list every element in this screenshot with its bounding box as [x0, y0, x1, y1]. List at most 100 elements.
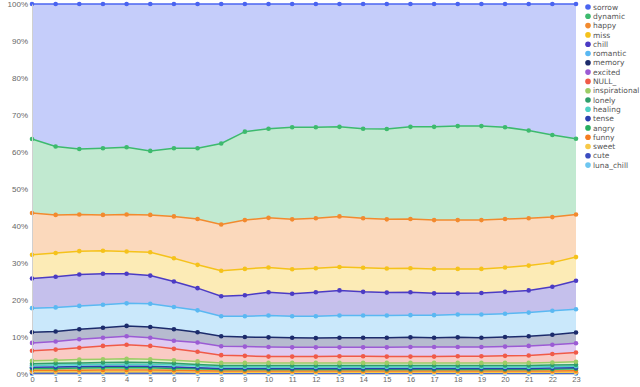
data-point: [361, 335, 366, 340]
data-point: [314, 266, 319, 271]
data-point: [337, 335, 342, 340]
data-point: [219, 268, 224, 273]
x-tick-label: 11: [289, 375, 297, 384]
data-point: [503, 344, 508, 349]
x-tick: 8: [220, 374, 224, 384]
data-point: [53, 144, 58, 149]
data-point: [172, 256, 177, 261]
y-tick: 100%: [8, 0, 32, 9]
data-point: [266, 313, 271, 318]
x-tick-label: 15: [383, 375, 391, 384]
x-tick: 9: [243, 374, 247, 384]
legend-swatch: [585, 69, 591, 75]
data-point: [219, 2, 224, 7]
y-tick: 30%: [12, 259, 32, 268]
data-point: [550, 2, 555, 7]
data-point: [479, 267, 484, 272]
x-tick: 22: [549, 374, 557, 384]
data-point: [172, 358, 177, 363]
data-point: [503, 125, 508, 130]
data-point: [124, 249, 129, 254]
data-point: [384, 290, 389, 295]
data-point: [101, 2, 106, 7]
legend-label: miss: [593, 31, 610, 40]
data-point: [314, 290, 319, 295]
data-point: [479, 124, 484, 129]
data-point: [574, 212, 579, 217]
legend-label: chill: [593, 40, 608, 49]
legend-swatch: [585, 23, 591, 29]
data-point: [53, 339, 58, 344]
data-point: [455, 2, 460, 7]
data-point: [101, 213, 106, 218]
legend-swatch: [585, 32, 591, 38]
data-point: [124, 212, 129, 217]
data-point: [574, 2, 579, 7]
data-point: [574, 350, 579, 355]
data-point: [195, 330, 200, 335]
data-point: [101, 357, 106, 362]
data-point: [479, 291, 484, 296]
data-point: [219, 294, 224, 299]
data-point: [408, 345, 413, 350]
data-point: [432, 218, 437, 223]
data-point: [455, 335, 460, 340]
x-tick: 13: [336, 374, 344, 384]
x-tick: 16: [407, 374, 415, 384]
data-point: [361, 126, 366, 131]
x-tick-label: 23: [572, 375, 580, 384]
data-point: [314, 2, 319, 7]
data-point: [337, 345, 342, 350]
y-tick-label: 50%: [12, 185, 28, 194]
x-tick-label: 19: [478, 375, 486, 384]
data-point: [455, 361, 460, 366]
x-tick-label: 18: [454, 375, 462, 384]
area-band: [32, 372, 576, 374]
x-tick: 15: [383, 374, 391, 384]
x-tick-label: 6: [172, 375, 176, 384]
data-point: [408, 2, 413, 7]
y-axis: 0%10%20%30%40%50%60%70%80%90%100%: [8, 0, 33, 379]
y-tick-label: 80%: [12, 74, 28, 83]
x-tick-label: 8: [220, 375, 224, 384]
data-point: [550, 308, 555, 313]
x-tick: 10: [265, 374, 273, 384]
plot-area: [30, 2, 579, 376]
legend-swatch: [585, 162, 591, 168]
data-point: [455, 267, 460, 272]
y-tick-label: 0%: [16, 370, 28, 379]
legend-swatch: [585, 144, 591, 150]
data-point: [314, 354, 319, 359]
y-tick-label: 90%: [12, 37, 28, 46]
y-tick-label: 30%: [12, 259, 28, 268]
legend-item: sweet: [585, 142, 615, 151]
x-tick-label: 1: [54, 375, 58, 384]
data-point: [455, 345, 460, 350]
data-point: [479, 345, 484, 350]
data-point: [219, 361, 224, 366]
data-point: [361, 313, 366, 318]
chart-container: 0%10%20%30%40%50%60%70%80%90%100%0123456…: [0, 0, 640, 387]
data-point: [384, 361, 389, 366]
x-tick: 20: [501, 374, 509, 384]
legend-item: healing: [585, 105, 621, 114]
x-tick-label: 10: [265, 375, 273, 384]
data-point: [455, 218, 460, 223]
data-point: [455, 124, 460, 129]
x-tick: 2: [78, 374, 82, 384]
data-point: [266, 126, 271, 131]
data-point: [526, 263, 531, 268]
data-point: [503, 217, 508, 222]
data-point: [479, 335, 484, 340]
data-point: [526, 128, 531, 133]
data-point: [219, 222, 224, 227]
data-point: [53, 2, 58, 7]
data-point: [53, 251, 58, 256]
data-point: [290, 354, 295, 359]
x-tick-label: 5: [149, 375, 153, 384]
data-point: [195, 146, 200, 151]
data-point: [408, 313, 413, 318]
x-tick: 17: [430, 374, 438, 384]
data-point: [53, 358, 58, 363]
data-point: [337, 125, 342, 130]
